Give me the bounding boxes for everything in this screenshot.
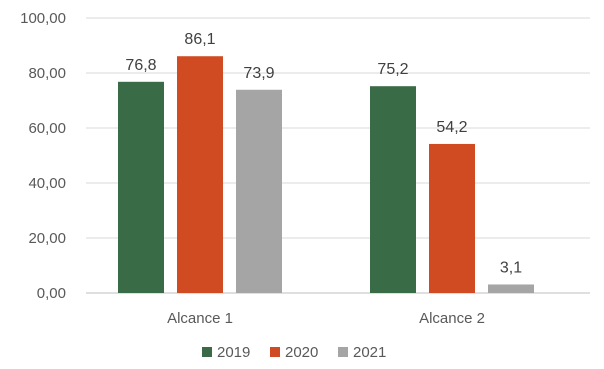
- y-axis-ticks: 0,00 20,00 40,00 60,00 80,00 100,00: [20, 10, 66, 302]
- y-tick-label: 60,00: [28, 120, 66, 137]
- data-label: 86,1: [184, 31, 215, 48]
- y-tick-label: 0,00: [37, 285, 66, 302]
- bar-2021-2: [488, 284, 534, 293]
- bar-2019-2: [370, 86, 416, 293]
- legend-label: 2020: [285, 344, 318, 361]
- data-label: 75,2: [377, 61, 408, 78]
- y-tick-label: 80,00: [28, 65, 66, 82]
- y-tick-label: 40,00: [28, 175, 66, 192]
- legend-swatch: [202, 347, 212, 357]
- data-label: 54,2: [436, 119, 467, 136]
- data-label: 3,1: [500, 259, 522, 276]
- y-tick-label: 100,00: [20, 10, 66, 27]
- category-label: Alcance 2: [419, 310, 485, 327]
- x-axis-categories: Alcance 1 Alcance 2: [167, 310, 485, 327]
- legend-label: 2019: [217, 344, 250, 361]
- category-label: Alcance 1: [167, 310, 233, 327]
- legend-label: 2021: [353, 344, 386, 361]
- legend-swatch: [270, 347, 280, 357]
- bar-2020-2: [429, 143, 475, 293]
- legend-item-2021: 2021: [338, 344, 386, 361]
- y-tick-label: 20,00: [28, 230, 66, 247]
- legend-swatch: [338, 347, 348, 357]
- bar-2021-1: [236, 89, 282, 294]
- bar-2019-1: [118, 81, 164, 293]
- data-labels: 76,8 86,1 73,9 75,2 54,2 3,1: [125, 31, 522, 276]
- data-label: 73,9: [243, 65, 274, 82]
- legend-item-2020: 2020: [270, 344, 318, 361]
- bar-2020-1: [177, 56, 223, 293]
- legend-item-2019: 2019: [202, 344, 250, 361]
- bars: [118, 56, 534, 294]
- data-label: 76,8: [125, 57, 156, 74]
- legend: 2019 2020 2021: [202, 344, 386, 361]
